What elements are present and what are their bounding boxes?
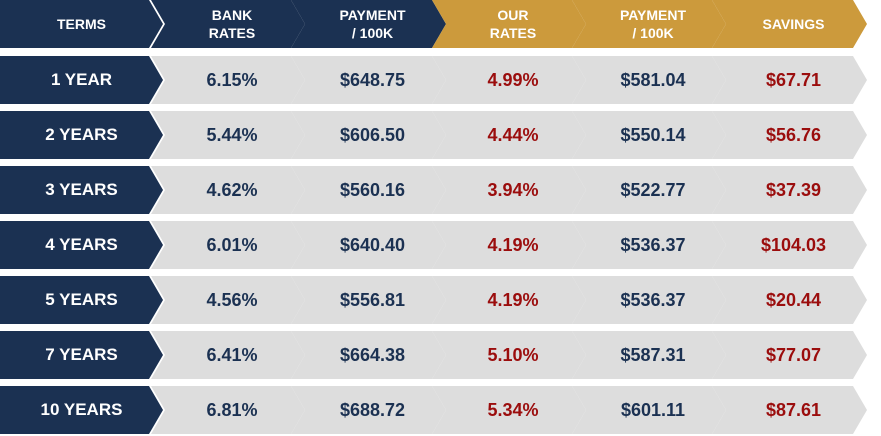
header-terms: TERMS [0, 0, 163, 48]
row-our-payment-text: $536.37 [620, 234, 686, 255]
row-savings-text: $56.76 [765, 124, 822, 145]
row-our-payment-text: $536.37 [620, 289, 686, 310]
row-bank-rate: 4.56% [151, 276, 305, 324]
row-bank-payment: $640.40 [291, 221, 446, 269]
row-bank-payment-text: $560.16 [339, 179, 406, 200]
row-savings: $67.71 [712, 56, 867, 104]
row-term-text: 4 YEARS [45, 235, 118, 254]
row-our-payment-text: $601.11 [620, 399, 686, 420]
row-bank-rate: 6.41% [151, 331, 305, 379]
header-savings-text: SAVINGS [762, 16, 825, 32]
header-bank-payment-text: PAYMENT / 100K [339, 7, 406, 41]
row-savings-text: $67.71 [765, 69, 822, 90]
row-our-rate: 4.99% [432, 56, 586, 104]
row-bank-rate-text: 6.41% [206, 344, 258, 365]
row-savings: $56.76 [712, 111, 867, 159]
row-bank-payment: $664.38 [291, 331, 446, 379]
row-term: 1 YEAR [0, 56, 163, 104]
row-our-rate-text: 5.34% [487, 399, 539, 420]
row-bank-payment-text: $664.38 [339, 344, 406, 365]
row-term: 4 YEARS [0, 221, 163, 269]
row-term-text: 7 YEARS [45, 345, 118, 364]
row-term: 3 YEARS [0, 166, 163, 214]
row-our-rate-text: 4.19% [487, 234, 539, 255]
row-bank-rate: 6.81% [151, 386, 305, 434]
row-our-rate: 3.94% [432, 166, 586, 214]
row-our-rate: 5.34% [432, 386, 586, 434]
header-savings: SAVINGS [712, 0, 867, 48]
row-term-text: 5 YEARS [45, 290, 118, 309]
row-our-rate: 4.44% [432, 111, 586, 159]
row-our-payment: $601.11 [572, 386, 726, 434]
row-bank-rate-text: 6.01% [206, 234, 258, 255]
row-bank-payment-text: $688.72 [339, 399, 406, 420]
row-term-text: 10 YEARS [40, 400, 123, 419]
row-bank-payment-text: $556.81 [339, 289, 406, 310]
row-bank-rate: 4.62% [151, 166, 305, 214]
row-our-payment: $536.37 [572, 221, 726, 269]
row-bank-payment-text: $640.40 [339, 234, 406, 255]
row-our-payment: $550.14 [572, 111, 726, 159]
header-our-rates-text: OUR RATES [489, 7, 537, 41]
row-savings: $77.07 [712, 331, 867, 379]
row-bank-rate-text: 4.62% [206, 179, 258, 200]
row-bank-payment-text: $606.50 [339, 124, 406, 145]
row-term: 7 YEARS [0, 331, 163, 379]
row-our-rate-text: 5.10% [487, 344, 539, 365]
row-savings-text: $20.44 [765, 289, 822, 310]
row-term-text: 2 YEARS [45, 125, 118, 144]
row-bank-rate-text: 6.15% [206, 69, 258, 90]
row-term: 5 YEARS [0, 276, 163, 324]
row-bank-payment: $648.75 [291, 56, 446, 104]
row-savings: $20.44 [712, 276, 867, 324]
row-term: 10 YEARS [0, 386, 163, 434]
row-our-rate: 5.10% [432, 331, 586, 379]
row-our-rate: 4.19% [432, 276, 586, 324]
header-our-payment: PAYMENT / 100K [572, 0, 726, 48]
row-our-payment-text: $550.14 [620, 124, 686, 145]
row-our-rate-text: 4.19% [487, 289, 539, 310]
row-savings: $104.03 [712, 221, 867, 269]
row-savings-text: $104.03 [760, 234, 827, 255]
row-our-payment: $587.31 [572, 331, 726, 379]
header-bank-payment: PAYMENT / 100K [291, 0, 446, 48]
row-our-payment: $581.04 [572, 56, 726, 104]
row-bank-payment-text: $648.75 [339, 69, 406, 90]
row-savings-text: $37.39 [765, 179, 822, 200]
row-bank-payment: $688.72 [291, 386, 446, 434]
row-bank-rate: 6.15% [151, 56, 305, 104]
row-our-rate-text: 4.99% [487, 69, 539, 90]
row-bank-rate-text: 4.56% [206, 289, 258, 310]
row-bank-payment: $560.16 [291, 166, 446, 214]
row-bank-rate-text: 5.44% [206, 124, 258, 145]
row-our-payment-text: $522.77 [620, 179, 686, 200]
row-savings: $87.61 [712, 386, 867, 434]
row-our-payment-text: $587.31 [620, 344, 686, 365]
row-our-rate-text: 3.94% [487, 179, 539, 200]
header-our-payment-text: PAYMENT / 100K [619, 7, 687, 41]
header-terms-text: TERMS [57, 16, 106, 32]
row-term: 2 YEARS [0, 111, 163, 159]
row-term-text: 3 YEARS [45, 180, 118, 199]
row-our-rate-text: 4.44% [487, 124, 539, 145]
row-savings-text: $87.61 [765, 399, 822, 420]
row-bank-payment: $606.50 [291, 111, 446, 159]
row-our-rate: 4.19% [432, 221, 586, 269]
row-bank-payment: $556.81 [291, 276, 446, 324]
row-our-payment: $536.37 [572, 276, 726, 324]
header-bank-rates-text: BANK RATES [208, 7, 256, 41]
header-our-rates: OUR RATES [432, 0, 586, 48]
row-our-payment-text: $581.04 [620, 69, 686, 90]
row-bank-rate-text: 6.81% [206, 399, 258, 420]
row-bank-rate: 5.44% [151, 111, 305, 159]
header-bank-rates: BANK RATES [151, 0, 305, 48]
row-savings: $37.39 [712, 166, 867, 214]
row-our-payment: $522.77 [572, 166, 726, 214]
row-term-text: 1 YEAR [50, 70, 113, 89]
row-savings-text: $77.07 [765, 344, 822, 365]
row-bank-rate: 6.01% [151, 221, 305, 269]
